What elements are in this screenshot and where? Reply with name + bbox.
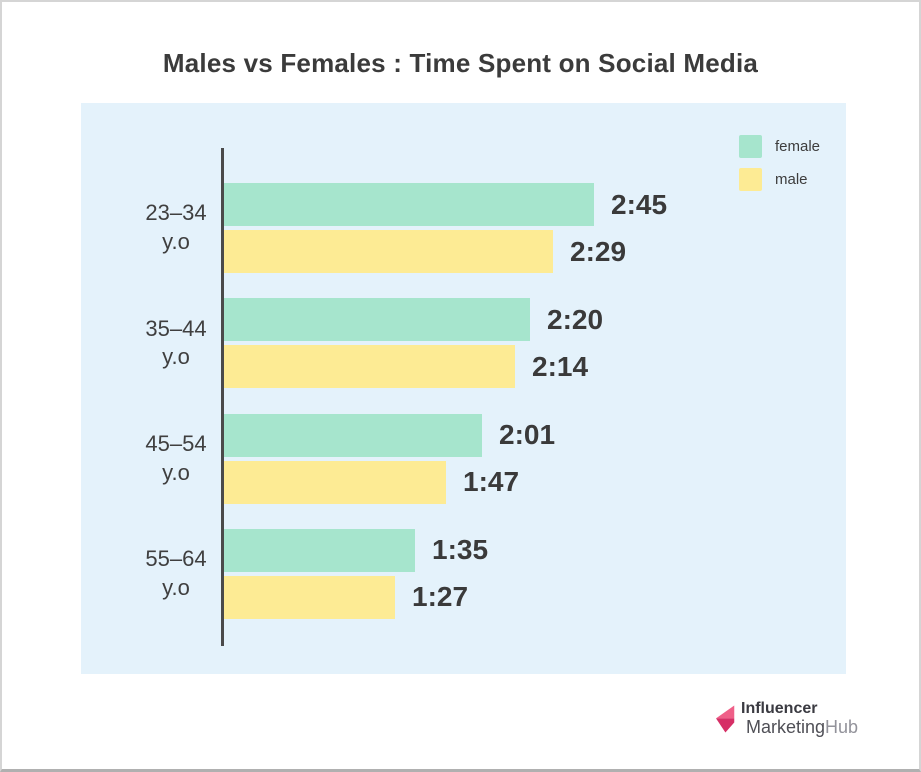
- bar-pair: 2:01 1:47: [224, 413, 556, 504]
- bar-male: [224, 230, 553, 273]
- age-group-row: 55–64 y.o 1:35 1:27: [81, 528, 846, 619]
- y-axis-baseline: [221, 148, 224, 646]
- bar-row-male: 2:29: [224, 230, 667, 273]
- bar-value-label: 2:20: [547, 303, 604, 335]
- brand-logo: Influencer MarketingHub: [716, 700, 859, 737]
- logo-line2: MarketingHub: [746, 716, 859, 737]
- chart-panel: female male 23–34 y.o 2:45 2:29 35–44 y.o 2:…: [81, 103, 846, 674]
- bar-row-female: 2:20: [224, 298, 604, 342]
- bar-male: [224, 460, 446, 504]
- bar-row-female: 2:01: [224, 413, 556, 457]
- legend-item-female: female: [739, 135, 820, 158]
- bar-female: [224, 298, 530, 342]
- bar-female: [224, 183, 594, 226]
- bar-value-label: 2:45: [611, 188, 668, 220]
- legend-swatch-female: [739, 135, 762, 158]
- bar-male: [224, 575, 395, 619]
- age-group-label: 55–64 y.o: [145, 546, 207, 600]
- legend-label-male: male: [775, 171, 808, 188]
- bar-male: [224, 345, 515, 389]
- chart-title: Males vs Females : Time Spent on Social …: [162, 48, 759, 78]
- bar-value-label: 2:01: [499, 419, 556, 451]
- legend-swatch-male: [739, 168, 762, 191]
- bar-pair: 2:20 2:14: [224, 298, 604, 389]
- bar-pair: 1:35 1:27: [224, 528, 489, 619]
- bar-value-label: 1:27: [412, 581, 469, 613]
- legend-item-male: male: [739, 168, 820, 191]
- logo-marketing: Marketing: [746, 716, 826, 737]
- age-group-row: 35–44 y.o 2:20 2:14: [81, 298, 846, 389]
- bar-row-male: 1:47: [224, 460, 555, 504]
- age-group-label: 45–54 y.o: [145, 431, 207, 485]
- logo-arrow-icon: [716, 705, 735, 733]
- bar-value-label: 1:47: [463, 466, 520, 498]
- logo-text: Influencer MarketingHub: [741, 700, 859, 737]
- age-group-row: 23–34 y.o 2:45 2:29: [81, 183, 846, 273]
- bar-row-male: 2:14: [224, 345, 603, 389]
- bar-female: [224, 413, 482, 457]
- bar-row-male: 1:27: [224, 575, 488, 619]
- bar-value-label: 1:35: [432, 534, 489, 566]
- age-group-label: 23–34 y.o: [145, 200, 207, 254]
- age-group-row: 45–54 y.o 2:01 1:47: [81, 413, 846, 504]
- bar-female: [224, 528, 415, 572]
- bar-value-label: 2:14: [532, 350, 589, 382]
- logo-line1: Influencer: [741, 700, 818, 717]
- logo-hub: Hub: [825, 716, 859, 737]
- bar-row-female: 1:35: [224, 528, 489, 572]
- age-group-label: 35–44 y.o: [145, 315, 207, 370]
- bar-value-label: 2:29: [570, 235, 627, 267]
- legend-label-female: female: [775, 138, 821, 155]
- bar-row-female: 2:45: [224, 183, 667, 226]
- legend: female male: [739, 135, 820, 191]
- bar-pair: 2:45 2:29: [224, 183, 667, 273]
